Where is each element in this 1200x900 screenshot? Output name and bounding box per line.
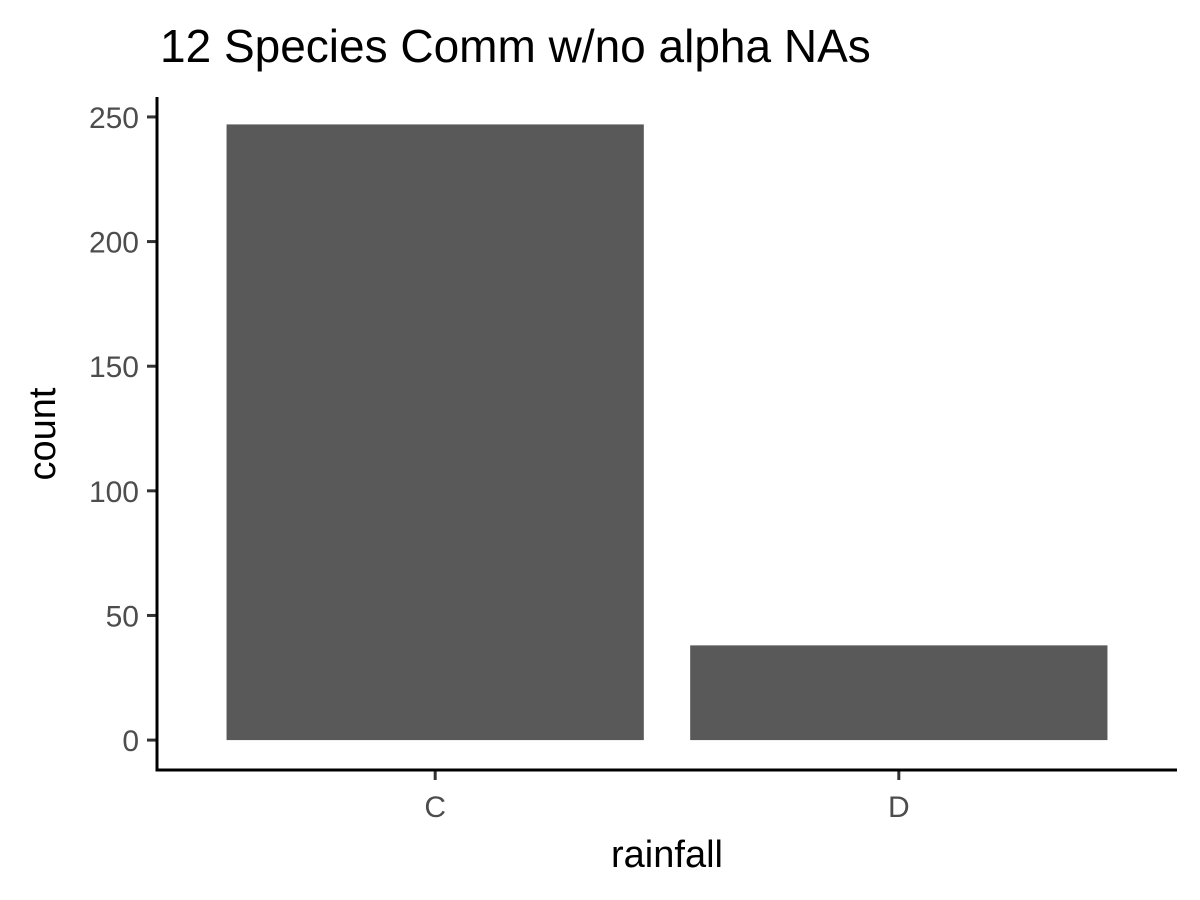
- bar-c: [226, 124, 644, 741]
- y-axis-ticks: 0 50 100 150 200 250: [89, 102, 157, 758]
- y-tick-label: 250: [89, 102, 139, 135]
- y-tick-label: 200: [89, 227, 139, 260]
- y-tick-label: 150: [89, 351, 139, 384]
- y-tick-label: 50: [106, 600, 139, 633]
- chart-title: 12 Species Comm w/no alpha NAs: [160, 20, 871, 72]
- y-tick-label: 0: [122, 725, 139, 758]
- x-tick-label: C: [424, 791, 446, 824]
- bar-d: [690, 645, 1108, 741]
- y-axis-title: count: [22, 387, 64, 480]
- bars-layer: [226, 124, 1108, 741]
- x-tick-label: D: [888, 791, 910, 824]
- x-axis-title: rainfall: [611, 834, 723, 876]
- y-tick-label: 100: [89, 476, 139, 509]
